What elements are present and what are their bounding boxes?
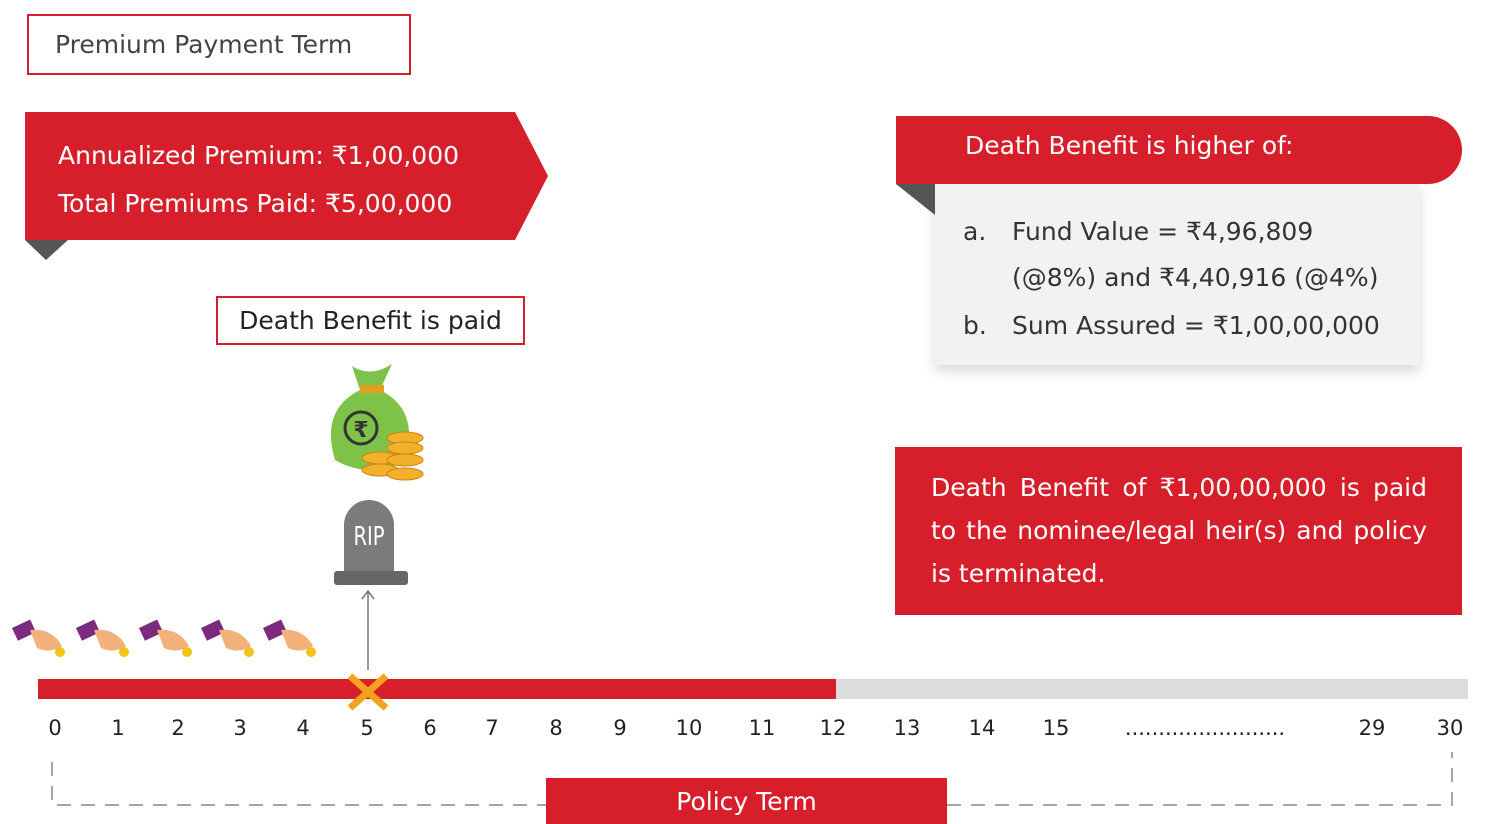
timeline-label: 30 xyxy=(1436,716,1464,740)
paying-hands xyxy=(12,619,316,657)
list-marker: b. xyxy=(963,311,987,340)
title: Premium Payment Term xyxy=(55,30,353,59)
timeline-label: 29 xyxy=(1358,716,1386,740)
policy-term-bracket xyxy=(51,752,1453,806)
timeline-label: 8 xyxy=(549,716,563,740)
callout-line: Annualized Premium: ₹1,00,000 xyxy=(58,141,460,170)
title-box: Premium Payment Term xyxy=(27,14,411,75)
premium-callout-shape xyxy=(25,112,548,240)
death-marker xyxy=(347,673,389,711)
list-item: b. Sum Assured = ₹1,00,00,000 xyxy=(963,303,1403,349)
timeline-label: 15 xyxy=(1042,716,1070,740)
rupee-circle xyxy=(343,410,379,446)
list-text: Sum Assured = ₹1,00,00,000 xyxy=(1012,311,1380,340)
money-bag xyxy=(330,364,410,470)
list-item: a. Fund Value = ₹4,96,809 (@8%) and ₹4,40… xyxy=(963,209,1403,301)
timeline-label: 12 xyxy=(819,716,847,740)
result-text: Death Benefit of ₹1,00,00,000 is paid to… xyxy=(931,473,1427,588)
timeline-label: 3 xyxy=(233,716,247,740)
list-text: Fund Value = ₹4,96,809 (@8%) and ₹4,40,9… xyxy=(1012,217,1379,292)
tombstone-text: RIP xyxy=(353,522,385,552)
remaining-term-bar xyxy=(836,679,1468,699)
paid-term-bar xyxy=(38,679,836,699)
result-box-shape xyxy=(895,447,1462,615)
callout-tail xyxy=(896,184,935,215)
timeline-label: ........................ xyxy=(1124,716,1286,740)
callout-line: Total Premiums Paid: ₹5,00,000 xyxy=(58,189,453,218)
rupee-symbol: ₹ xyxy=(353,418,368,443)
callout-tail xyxy=(25,240,68,260)
premium-callout: Annualized Premium: ₹1,00,000 Total Prem… xyxy=(58,132,459,228)
arrow-head xyxy=(361,589,375,600)
policy-term-shape xyxy=(546,778,947,824)
benefit-callout-shape xyxy=(896,116,1462,184)
benefit-title: Death Benefit is higher of: xyxy=(965,131,1294,160)
event-label: Death Benefit is paid xyxy=(216,296,525,345)
timeline-label: 11 xyxy=(748,716,776,740)
policy-term-label: Policy Term xyxy=(676,786,817,816)
tombstone xyxy=(344,500,394,571)
timeline-label: 1 xyxy=(111,716,125,740)
tombstone-base xyxy=(334,571,408,585)
timeline-label: 7 xyxy=(485,716,499,740)
list-marker: a. xyxy=(963,217,987,246)
timeline-label: 4 xyxy=(296,716,310,740)
coins xyxy=(361,431,424,481)
timeline-label: 10 xyxy=(675,716,703,740)
bag-tie xyxy=(360,385,384,393)
timeline-label: 14 xyxy=(968,716,996,740)
timeline-label: 13 xyxy=(893,716,921,740)
timeline-label: 9 xyxy=(613,716,627,740)
benefit-list: a. Fund Value = ₹4,96,809 (@8%) and ₹4,40… xyxy=(963,209,1403,349)
timeline-label: 5 xyxy=(360,716,374,740)
timeline-label: 2 xyxy=(171,716,185,740)
timeline-label: 6 xyxy=(423,716,437,740)
benefit-list-panel xyxy=(935,184,1420,365)
timeline-label: 0 xyxy=(48,716,62,740)
